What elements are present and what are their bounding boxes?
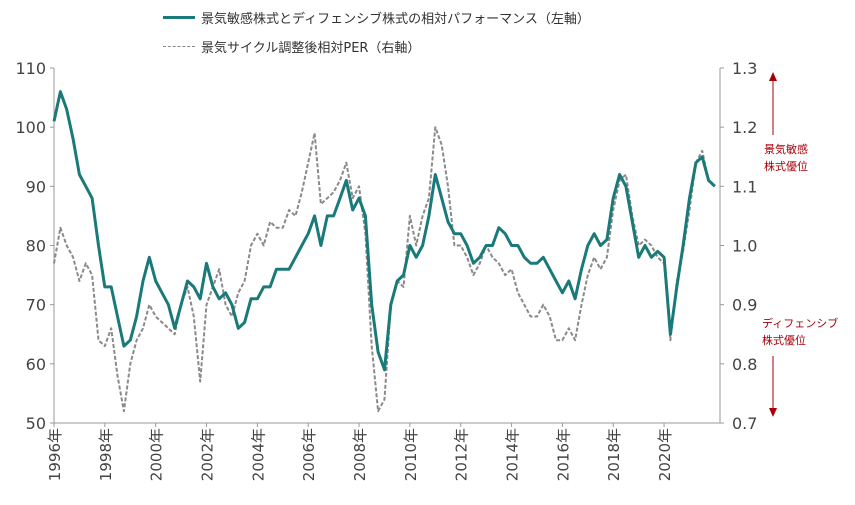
x-tick-label: 2014年 (504, 428, 522, 481)
chart-series (52, 90, 716, 413)
y-left-tick-label: 50 (26, 414, 46, 433)
legend-label-2: 景気サイクル調整後相対PER（右軸） (201, 40, 421, 56)
y-left-tick-label: 100 (15, 118, 46, 137)
x-tick-label: 2006年 (300, 428, 318, 481)
arrow-down-head (769, 408, 777, 417)
y-left-tick-label: 110 (15, 59, 46, 78)
y-left-tick-label: 90 (26, 177, 46, 196)
y-right-tick-label: 1.1 (732, 177, 757, 196)
legend-item-1: 景気敏感株式とディフェンシブ株式の相対パフォーマンス（左軸） (163, 8, 590, 27)
x-tick-label: 2010年 (402, 428, 420, 481)
x-tick-label: 2016年 (554, 428, 572, 481)
x-tick-label: 2000年 (148, 428, 166, 481)
x-tick-label: 2018年 (605, 428, 623, 481)
legend-label-1: 景気敏感株式とディフェンシブ株式の相対パフォーマンス（左軸） (201, 11, 590, 27)
x-tick-label: 2008年 (351, 428, 369, 481)
annotation-arrows (769, 72, 777, 417)
y-left-tick-label: 60 (26, 355, 46, 374)
x-tick-label: 2012年 (453, 428, 471, 481)
x-tick-label: 1998年 (97, 428, 115, 481)
legend-item-2: 景気サイクル調整後相対PER（右軸） (163, 37, 421, 56)
legend-swatch-solid (163, 15, 195, 19)
y-left-tick-label: 70 (26, 296, 46, 315)
x-tick-label: 1996年 (46, 428, 64, 481)
series-line-relative-per (53, 126, 716, 413)
legend-swatch-dashed (163, 45, 195, 47)
annotation-top-line2: 株式優位 (764, 160, 808, 173)
y-right-tick-label: 0.9 (732, 296, 757, 315)
y-right-tick-label: 1.0 (732, 237, 757, 256)
x-tick-label: 2002年 (199, 428, 217, 481)
series-line-relative-performance (52, 90, 716, 372)
x-tick-label: 2020年 (656, 428, 674, 481)
y-left-tick-label: 80 (26, 237, 46, 256)
y-right-tick-label: 1.2 (732, 118, 757, 137)
annotation-defensive-advantage: ディフェンシブ 株式優位 (762, 315, 838, 349)
annotation-bottom-line1: ディフェンシブ (762, 317, 839, 330)
annotation-cyclical-advantage: 景気敏感 株式優位 (764, 141, 808, 175)
annotation-top-line1: 景気敏感 (764, 143, 808, 156)
annotation-bottom-line2: 株式優位 (762, 334, 806, 347)
y-right-tick-label: 0.7 (732, 414, 757, 433)
arrow-up-head (769, 72, 777, 81)
y-right-tick-label: 1.3 (732, 59, 757, 78)
chart-axes: 50 60 70 80 90 100 110 0.7 0.8 0.9 1.0 1.1 1.2 1.3 199… (15, 59, 757, 481)
x-tick-label: 2004年 (249, 428, 267, 481)
y-right-tick-label: 0.8 (732, 355, 757, 374)
